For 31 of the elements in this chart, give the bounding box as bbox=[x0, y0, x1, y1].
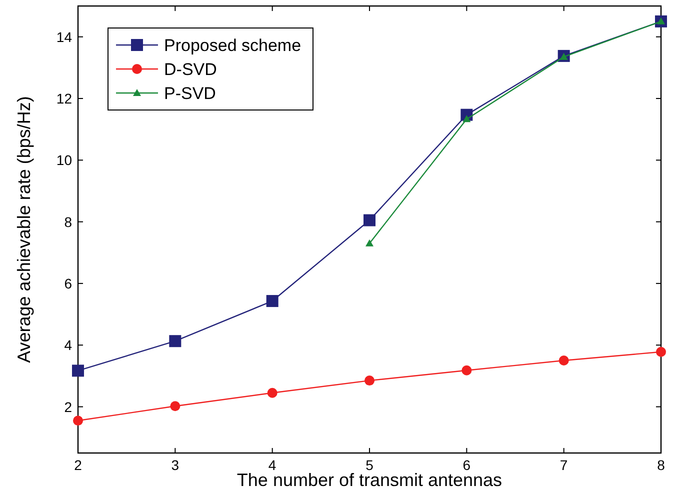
legend-label: D-SVD bbox=[164, 60, 217, 79]
x-tick-label: 3 bbox=[171, 457, 180, 473]
x-tick-label: 8 bbox=[657, 457, 666, 473]
point bbox=[656, 346, 666, 357]
y-tick-label: 12 bbox=[56, 90, 72, 106]
y-tick-label: 6 bbox=[64, 275, 72, 292]
y-tick-label: 8 bbox=[64, 214, 72, 230]
y-tick-label: 2 bbox=[64, 398, 72, 415]
x-tick-label: 5 bbox=[366, 457, 374, 473]
point bbox=[170, 401, 180, 412]
legend-label: P-SVD bbox=[164, 84, 216, 103]
point bbox=[267, 388, 278, 398]
point bbox=[364, 214, 376, 226]
point bbox=[169, 335, 182, 348]
x-tick-label: 4 bbox=[268, 457, 276, 473]
point bbox=[558, 356, 569, 366]
y-tick-label: 14 bbox=[56, 28, 72, 45]
point bbox=[266, 295, 278, 308]
y-tick-label: 4 bbox=[64, 337, 72, 354]
point bbox=[72, 364, 84, 377]
point bbox=[73, 416, 83, 426]
x-tick-label: 2 bbox=[74, 457, 82, 473]
point bbox=[366, 239, 374, 246]
x-tick-label: 6 bbox=[462, 457, 471, 473]
x-axis-title: The number of transmit antennas bbox=[236, 470, 502, 490]
y-axis-title: Average achievable rate (bps/Hz) bbox=[14, 96, 34, 363]
legend-label: Proposed scheme bbox=[164, 36, 302, 55]
point bbox=[364, 376, 374, 386]
x-tick-label: 7 bbox=[560, 457, 568, 473]
point bbox=[462, 365, 472, 376]
y-tick-label: 10 bbox=[56, 152, 72, 168]
